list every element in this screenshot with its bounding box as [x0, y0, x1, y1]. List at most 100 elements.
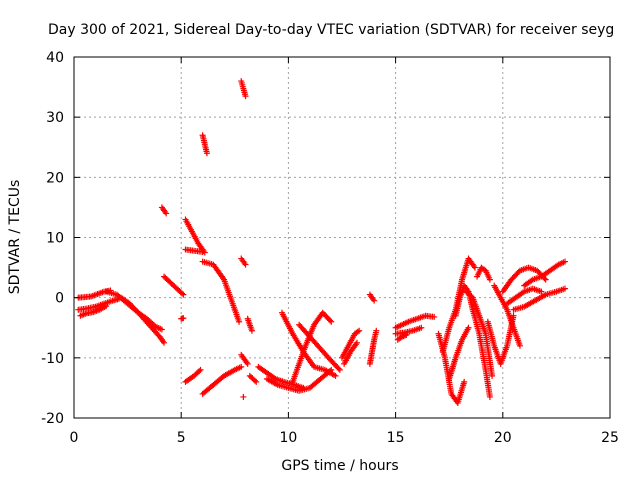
series-seg-h5	[463, 288, 496, 379]
y-tick-label: 10	[46, 231, 64, 247]
series-seg-b3	[178, 315, 187, 322]
series-seg-c6	[199, 363, 245, 397]
x-axis-label: GPS time / hours	[281, 458, 398, 474]
series-seg-d2	[238, 255, 249, 268]
data-point	[248, 327, 255, 334]
data-point	[371, 297, 378, 304]
series-seg-b1	[158, 204, 170, 217]
data-point	[516, 342, 523, 349]
data-point	[242, 261, 249, 268]
data-point	[179, 290, 186, 297]
series-seg-h7	[474, 264, 493, 283]
data-point	[203, 150, 210, 157]
data-point	[542, 276, 549, 283]
y-tick-label: -20	[41, 411, 64, 427]
data-point	[489, 372, 496, 379]
x-tick-label: 5	[177, 430, 186, 446]
data-point	[418, 324, 425, 331]
data-point	[510, 312, 517, 319]
data-point	[431, 313, 438, 320]
series-seg-d5	[244, 315, 255, 334]
data-point	[356, 327, 363, 334]
series-seg-e1	[255, 363, 307, 391]
y-axis-label: SDTVAR / TECUs	[7, 180, 23, 295]
tick-labels: 0 5 10 15 20 25 -20 -10 0 10 20 30 40	[41, 50, 619, 446]
data-point	[561, 258, 568, 265]
y-tick-label: -10	[41, 351, 64, 367]
data-point	[158, 326, 165, 333]
data-point	[468, 293, 475, 300]
series-seg-h3	[446, 324, 472, 382]
series-seg-i5	[521, 258, 568, 289]
grid-lines	[74, 57, 610, 418]
data-point	[253, 378, 260, 385]
y-tick-label: 0	[55, 291, 64, 307]
series-seg-i1	[484, 312, 517, 367]
series-seg-d6	[246, 372, 260, 385]
data-point	[335, 365, 342, 372]
data-point	[163, 210, 170, 217]
series-seg-f3	[366, 291, 378, 304]
x-tick-label: 0	[70, 430, 79, 446]
data-point	[244, 360, 251, 367]
x-tick-label: 20	[494, 430, 512, 446]
axis-ticks	[73, 56, 611, 419]
series-seg-g3	[394, 331, 410, 343]
data-point	[180, 315, 187, 322]
series-seg-h6	[469, 306, 493, 400]
series-seg-d3	[238, 351, 251, 367]
series-seg-b2	[161, 273, 187, 298]
data-point	[238, 363, 245, 370]
series-seg-e5	[296, 321, 343, 373]
series-seg-c3	[182, 246, 206, 255]
data-point	[236, 318, 243, 325]
x-tick-label: 10	[279, 430, 297, 446]
data-point	[486, 276, 493, 283]
x-tick-label: 15	[387, 430, 405, 446]
data-point	[465, 324, 472, 331]
series-seg-c4	[199, 132, 210, 157]
data-point	[180, 291, 187, 298]
data-point	[327, 317, 334, 324]
chart-title: Day 300 of 2021, Sidereal Day-to-day VTE…	[48, 22, 614, 38]
data-point	[242, 93, 249, 100]
series-seg-i6	[504, 285, 545, 307]
data-points	[75, 78, 568, 406]
series-seg-c1	[182, 366, 204, 385]
series-seg-a1	[75, 287, 114, 301]
series-seg-f4	[366, 327, 380, 367]
data-point	[251, 377, 258, 384]
y-tick-label: 30	[46, 110, 64, 126]
data-point	[103, 303, 110, 310]
series-seg-d4	[240, 393, 247, 400]
data-point	[471, 264, 478, 271]
data-point	[240, 393, 247, 400]
data-point	[538, 288, 545, 295]
data-point	[461, 378, 468, 385]
series-seg-d1	[238, 78, 249, 100]
data-point	[403, 331, 410, 338]
series-seg-g1	[392, 312, 438, 331]
series-seg-f1	[339, 327, 363, 361]
y-tick-label: 40	[46, 50, 64, 66]
data-point	[373, 327, 380, 334]
data-point	[332, 372, 339, 379]
series-seg-e2	[263, 366, 335, 394]
series-seg-a5	[118, 294, 165, 333]
data-point	[336, 366, 343, 373]
series-seg-f2	[341, 339, 361, 367]
data-point	[196, 368, 203, 375]
series-seg-e3	[278, 309, 339, 379]
series-seg-i4	[510, 285, 568, 313]
data-point	[561, 285, 568, 292]
data-point	[328, 318, 335, 325]
series-seg-i3	[499, 264, 549, 295]
data-point	[197, 366, 204, 373]
series-seg-i2	[491, 282, 523, 349]
data-point	[486, 393, 493, 400]
series-seg-a3	[77, 303, 110, 319]
x-tick-label: 25	[601, 430, 619, 446]
y-tick-label: 20	[46, 170, 64, 186]
series-seg-c5	[199, 258, 243, 325]
